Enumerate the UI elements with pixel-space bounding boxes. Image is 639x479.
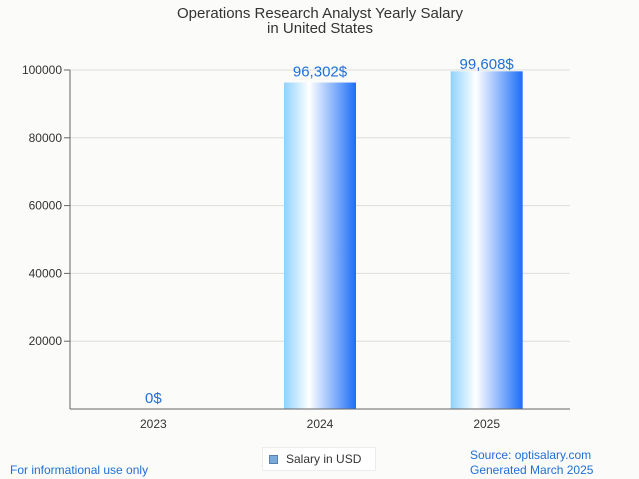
source-block: Source: optisalary.com Generated March 2… xyxy=(470,448,593,478)
chart-legend: Salary in USD xyxy=(262,447,376,471)
disclaimer-text: For informational use only xyxy=(10,463,149,477)
chart-title-line-1: Operations Research Analyst Yearly Salar… xyxy=(177,5,463,22)
bar-2025 xyxy=(450,71,523,409)
data-label-2023: 0$ xyxy=(145,390,162,407)
y-tick-label: 40000 xyxy=(29,266,63,280)
bar-2024 xyxy=(284,82,356,409)
legend-label: Salary in USD xyxy=(286,452,362,466)
x-tick-label: 2025 xyxy=(473,417,500,431)
data-label-2025: 99,608$ xyxy=(460,56,515,73)
data-label-2024: 96,302$ xyxy=(293,64,348,81)
y-tick-label: 20000 xyxy=(29,334,63,348)
y-tick-label: 100000 xyxy=(22,63,62,77)
x-tick-label: 2024 xyxy=(307,417,334,431)
y-tick-label: 60000 xyxy=(29,199,63,213)
source-text: Source: optisalary.com xyxy=(470,448,592,462)
legend-swatch xyxy=(269,454,278,464)
x-tick-label: 2023 xyxy=(140,417,167,431)
chart-title-line-2: in United States xyxy=(267,20,373,37)
generated-text: Generated March 2025 xyxy=(470,463,594,477)
y-tick-label: 80000 xyxy=(29,131,63,145)
